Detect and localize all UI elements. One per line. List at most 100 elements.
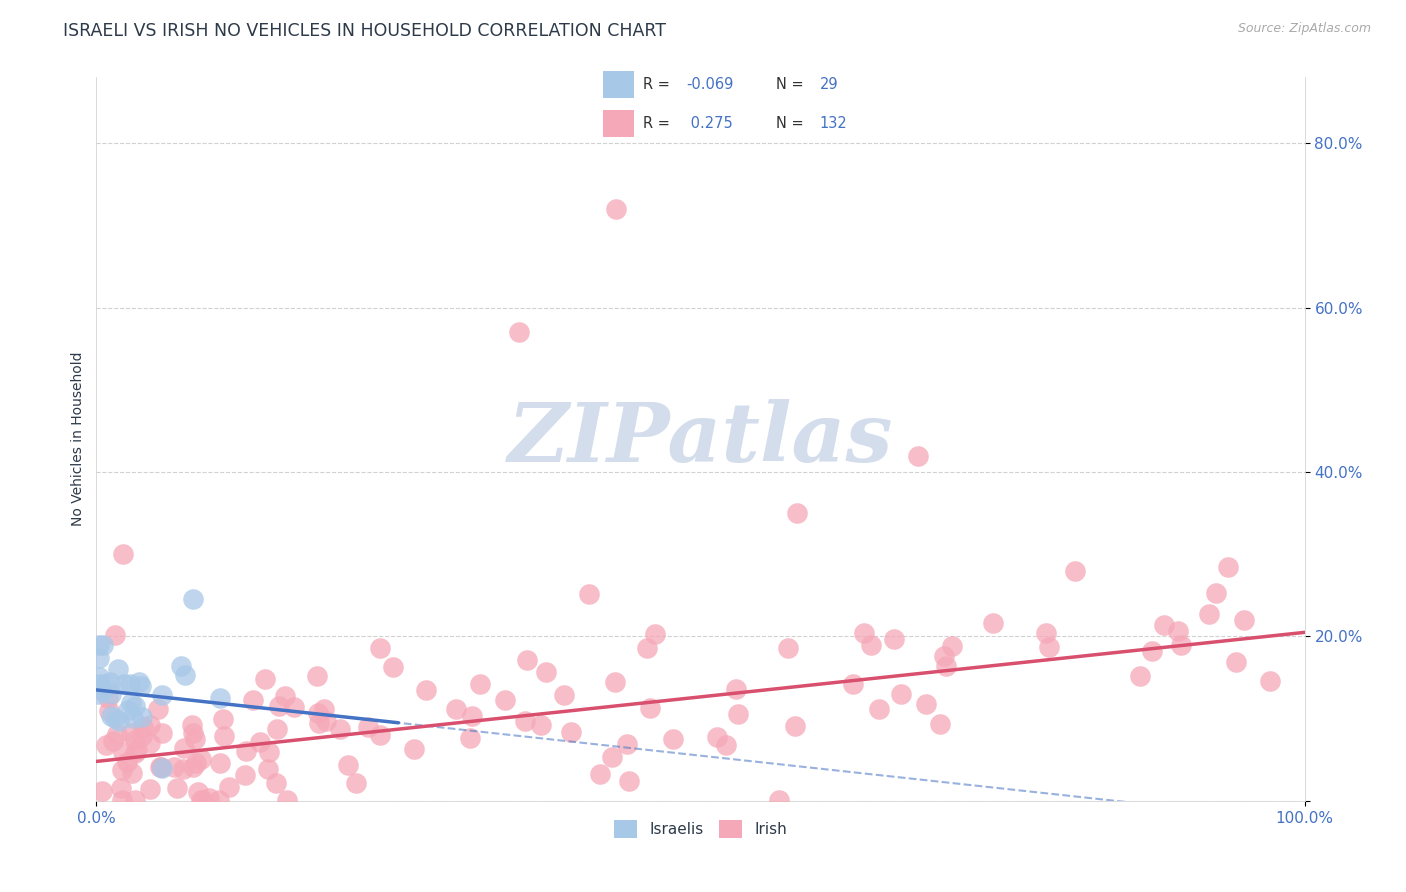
- Text: 29: 29: [820, 77, 838, 92]
- Text: 0.275: 0.275: [686, 116, 733, 131]
- Point: [1129, 669, 1152, 683]
- Point: [1167, 624, 1189, 638]
- Point: [727, 707, 749, 722]
- Point: [115, 756, 138, 770]
- Text: Source: ZipAtlas.com: Source: ZipAtlas.com: [1237, 22, 1371, 36]
- Point: [112, 677, 135, 691]
- Point: [1233, 613, 1256, 627]
- Point: [124, 732, 146, 747]
- Point: [725, 681, 748, 696]
- Text: N =: N =: [776, 116, 808, 131]
- Point: [1035, 626, 1057, 640]
- Point: [181, 592, 204, 607]
- Point: [1064, 564, 1087, 578]
- Point: [208, 793, 231, 807]
- Point: [266, 722, 288, 736]
- Point: [100, 687, 122, 701]
- Point: [112, 746, 135, 760]
- Bar: [603, 110, 634, 137]
- Point: [981, 616, 1004, 631]
- Point: [105, 727, 128, 741]
- Point: [100, 675, 122, 690]
- Text: R =: R =: [643, 77, 675, 92]
- Point: [336, 758, 359, 772]
- Point: [131, 729, 153, 743]
- Point: [191, 793, 214, 807]
- Point: [935, 659, 957, 673]
- Point: [513, 714, 536, 729]
- Point: [235, 744, 257, 758]
- Point: [212, 729, 235, 743]
- Point: [283, 700, 305, 714]
- Point: [108, 714, 131, 729]
- Point: [110, 780, 132, 795]
- Point: [1216, 560, 1239, 574]
- Point: [90, 784, 112, 798]
- Point: [706, 730, 728, 744]
- Point: [187, 784, 209, 798]
- Point: [644, 627, 666, 641]
- Point: [128, 675, 150, 690]
- Point: [104, 627, 127, 641]
- Point: [786, 506, 808, 520]
- Point: [94, 738, 117, 752]
- Point: [716, 738, 738, 752]
- Point: [783, 719, 806, 733]
- Point: [121, 766, 143, 780]
- Point: [468, 676, 491, 690]
- Text: ISRAELI VS IRISH NO VEHICLES IN HOUSEHOLD CORRELATION CHART: ISRAELI VS IRISH NO VEHICLES IN HOUSEHOL…: [63, 22, 666, 40]
- Point: [150, 726, 173, 740]
- Point: [87, 687, 110, 701]
- Point: [120, 677, 142, 691]
- Point: [315, 714, 337, 729]
- Y-axis label: No Vehicles in Household: No Vehicles in Household: [72, 352, 86, 526]
- Point: [276, 793, 298, 807]
- Point: [560, 725, 582, 739]
- Point: [636, 641, 658, 656]
- Point: [842, 677, 865, 691]
- Point: [94, 677, 117, 691]
- Point: [444, 702, 467, 716]
- Point: [461, 709, 484, 723]
- Point: [253, 672, 276, 686]
- Point: [162, 760, 184, 774]
- Point: [1258, 673, 1281, 688]
- Point: [139, 781, 162, 796]
- Point: [274, 690, 297, 704]
- Text: N =: N =: [776, 77, 808, 92]
- Point: [415, 682, 437, 697]
- Point: [174, 668, 197, 682]
- Point: [508, 326, 530, 340]
- Point: [600, 750, 623, 764]
- Point: [100, 708, 122, 723]
- Point: [170, 658, 193, 673]
- Point: [1225, 655, 1247, 669]
- Point: [1170, 638, 1192, 652]
- Text: 132: 132: [820, 116, 848, 131]
- Point: [553, 688, 575, 702]
- Point: [111, 793, 134, 807]
- Point: [181, 726, 204, 740]
- Point: [181, 717, 204, 731]
- Point: [218, 780, 240, 794]
- Point: [107, 662, 129, 676]
- Point: [212, 712, 235, 726]
- Point: [97, 704, 120, 718]
- Point: [186, 756, 208, 771]
- Point: [638, 700, 661, 714]
- Point: [890, 687, 912, 701]
- Point: [929, 717, 952, 731]
- Point: [402, 741, 425, 756]
- Point: [87, 638, 110, 652]
- Point: [883, 632, 905, 646]
- Text: R =: R =: [643, 116, 675, 131]
- Point: [139, 718, 162, 732]
- Point: [329, 722, 352, 736]
- Point: [312, 701, 335, 715]
- Bar: [603, 71, 634, 98]
- Point: [183, 760, 205, 774]
- Point: [124, 793, 146, 807]
- Point: [208, 691, 231, 706]
- Point: [768, 793, 790, 807]
- Point: [534, 665, 557, 679]
